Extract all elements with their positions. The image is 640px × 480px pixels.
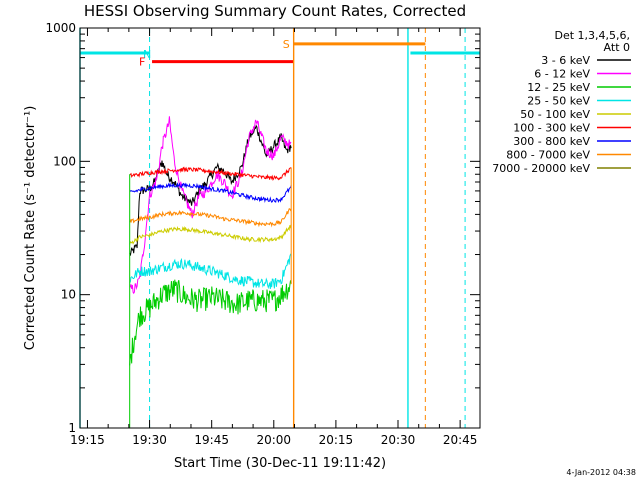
instrument-flags: NF S (79, 28, 480, 428)
series-line-0 (129, 124, 292, 256)
data-series (129, 116, 292, 428)
series-line-3 (129, 253, 292, 290)
y-tick-label: 100 (53, 154, 76, 168)
x-axis-label: Start Time (30-Dec-11 19:11:42) (174, 456, 386, 471)
x-tick-label: 20:15 (319, 433, 354, 447)
flag-s-label: S (283, 38, 290, 51)
chart-title: HESSI Observing Summary Count Rates, Cor… (84, 2, 466, 20)
plot-frame (79, 27, 481, 429)
series-line-1 (129, 116, 292, 295)
series-line-2 (129, 279, 292, 366)
legend-entry-label: 6 - 12 keV (534, 68, 590, 81)
x-tick-label: 20:30 (381, 433, 416, 447)
flag-n-label: N (143, 48, 151, 61)
legend-entry-label: 50 - 100 keV (520, 108, 590, 121)
legend-entry-label: 100 - 300 keV (513, 122, 590, 135)
y-tick-label: 10 (61, 288, 76, 302)
x-tick-label: 19:30 (132, 433, 167, 447)
legend-entry-label: 25 - 50 keV (527, 95, 590, 108)
y-tick-label: 1 (68, 421, 76, 435)
series-line-5 (129, 166, 292, 181)
legend-entry-label: 3 - 6 keV (541, 54, 590, 67)
series-line-6 (129, 181, 292, 204)
legend-entry-label: 300 - 800 keV (513, 135, 590, 148)
series-line-7 (129, 208, 292, 228)
timestamp: 4-Jan-2012 04:38 (566, 468, 636, 477)
x-tick-label: 19:45 (194, 433, 229, 447)
y-axis-label: Corrected Count Rate (s⁻¹ detector⁻¹) (23, 106, 38, 351)
legend-entry-label: 800 - 7000 keV (506, 149, 590, 162)
y-axis: 1 10 100 1000 (45, 21, 480, 435)
legend-entry-label: 12 - 25 keV (527, 81, 590, 94)
legend-header-line1: Det 1,3,4,5,6, (554, 29, 630, 42)
x-tick-label: 19:15 (70, 433, 105, 447)
x-tick-label: 20:00 (256, 433, 291, 447)
series-line-4 (129, 224, 292, 245)
flag-f-label: F (139, 56, 145, 69)
y-tick-label: 1000 (45, 21, 76, 35)
x-tick-label: 20:45 (443, 433, 478, 447)
legend-header-line2: Att 0 (604, 41, 630, 54)
legend-entry-label: 7000 - 20000 keV (492, 162, 590, 175)
x-axis: 19:15 19:30 19:45 20:00 20:15 20:30 20:45 (70, 28, 477, 447)
